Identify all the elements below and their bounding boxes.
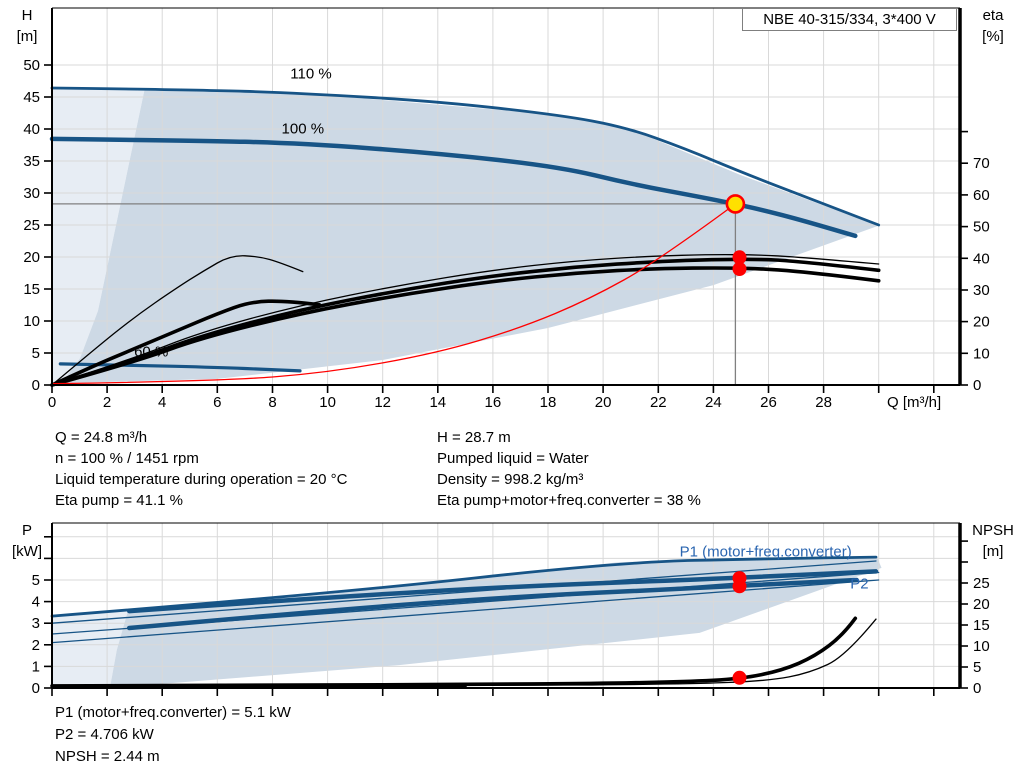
- info-line-p1: P1 (motor+freq.converter) = 5.1 kW: [55, 704, 291, 721]
- y-left-tick-label: 3: [32, 615, 40, 632]
- y-right-axis-title: eta: [983, 7, 1005, 24]
- lower-info: P1 (motor+freq.converter) = 5.1 kW P2 = …: [55, 702, 291, 768]
- info-line-eta-pump: Eta pump = 41.1 %: [55, 492, 183, 509]
- system-curve: [51, 203, 737, 385]
- y-left-tick-label: 5: [32, 572, 40, 589]
- info-line-head: H = 28.7 m: [437, 429, 511, 446]
- y-right-tick-label: 30: [973, 282, 990, 299]
- info-line-npsh: NPSH = 2.44 m: [55, 748, 160, 765]
- y-left-tick-label: 0: [32, 680, 40, 697]
- y-right-tick-label: 0: [973, 680, 981, 697]
- info-line-eta-total: Eta pump+motor+freq.converter = 38 %: [437, 492, 701, 509]
- duty-point-dot: [732, 262, 747, 276]
- x-tick-label: 0: [48, 394, 56, 411]
- upper-info-left: Q = 24.8 m³/h n = 100 % / 1451 rpm Liqui…: [55, 427, 347, 511]
- eta-arc-thin: [51, 255, 304, 386]
- y-right-tick-label: 10: [973, 638, 990, 655]
- upper-info-right: H = 28.7 m Pumped liquid = Water Density…: [437, 427, 701, 511]
- y-right-tick-label: 20: [973, 314, 990, 331]
- x-tick-label: 24: [705, 394, 722, 411]
- info-line-speed: n = 100 % / 1451 rpm: [55, 450, 199, 467]
- y-left-tick-label: 35: [23, 153, 40, 170]
- power-baseline: [50, 684, 467, 689]
- x-tick-label: 14: [429, 394, 446, 411]
- y-left-tick-label: 45: [23, 89, 40, 106]
- x-tick-label: 8: [268, 394, 276, 411]
- x-tick-label: 20: [595, 394, 612, 411]
- duty-point-dot: [732, 579, 747, 594]
- y-left-axis-title: P: [22, 522, 32, 539]
- y-left-tick-label: 10: [23, 313, 40, 330]
- eta-arc-thick: [50, 299, 322, 387]
- pn-chart-group: 0 1 2 3 4 5 0 5 10 15 20 25 P [kW] NPSH [m] P1 (motor+fr…: [12, 522, 1014, 697]
- y-left-tick-label: 50: [23, 57, 40, 74]
- y-right-tick-label: 20: [973, 596, 990, 613]
- curve-annotation: P2: [850, 575, 868, 592]
- curve-annotation: 110 %: [290, 65, 331, 82]
- x-tick-label: 18: [540, 394, 557, 411]
- y-left-tick-label: 1: [32, 658, 40, 675]
- curve-annotation: 60 %: [134, 344, 168, 361]
- x-tick-label: 26: [760, 394, 777, 411]
- y-left-tick-label: 0: [32, 377, 40, 394]
- curve-100pct: [49, 136, 858, 239]
- speed-envelope-light: [52, 88, 145, 385]
- y-right-tick-label: 15: [973, 617, 990, 634]
- y-right-tick-label: 0: [973, 377, 981, 394]
- y-left-tick-label: 20: [23, 249, 40, 266]
- y-right-tick-label: 25: [973, 575, 990, 592]
- x-tick-label: 12: [374, 394, 391, 411]
- pump-model-label: NBE 40-315/334, 3*400 V: [742, 8, 957, 31]
- y-left-axis-unit: [m]: [17, 28, 38, 45]
- y-left-tick-label: 40: [23, 121, 40, 138]
- y-left-tick-label: 2: [32, 637, 40, 654]
- y-right-tick-label: 40: [973, 250, 990, 267]
- y-right-axis-unit: [%]: [982, 28, 1004, 45]
- y-left-tick-label: 30: [23, 185, 40, 202]
- info-line-temperature: Liquid temperature during operation = 20…: [55, 471, 348, 488]
- x-tick-label: 6: [213, 394, 221, 411]
- y-right-tick-label: 5: [973, 659, 981, 676]
- y-right-axis-unit: [m]: [983, 543, 1004, 560]
- x-tick-label: 10: [319, 394, 336, 411]
- speed-envelope-dark: [61, 88, 879, 384]
- info-line-p2: P2 = 4.706 kW: [55, 726, 154, 743]
- info-line-density: Density = 998.2 kg/m³: [437, 471, 584, 488]
- operating-point-marker: [725, 194, 746, 214]
- curve-110pct: [50, 86, 881, 227]
- y-left-tick-label: 15: [23, 281, 40, 298]
- x-tick-label: 28: [815, 394, 832, 411]
- x-tick-label: 4: [158, 394, 166, 411]
- x-tick-label: 2: [103, 394, 111, 411]
- x-tick-label: 16: [485, 394, 502, 411]
- y-right-tick-label: 60: [973, 187, 990, 204]
- eta-curve-total: [50, 266, 881, 387]
- y-left-tick-label: 5: [32, 345, 40, 362]
- y-right-tick-label: 70: [973, 155, 990, 172]
- y-left-axis-unit: [kW]: [12, 543, 42, 560]
- curve-annotation: P1 (motor+freq.converter): [680, 543, 852, 560]
- y-right-tick-label: 10: [973, 345, 990, 362]
- p1-envelope-top: [50, 555, 878, 618]
- y-left-tick-label: 25: [23, 217, 40, 234]
- x-tick-label: 22: [650, 394, 667, 411]
- qh-chart-group: 0 2 4 6 8 10 12 14 16 18 20 22 24 26 28051015202530354…: [17, 7, 1005, 411]
- info-line-liquid: Pumped liquid = Water: [437, 450, 589, 467]
- y-left-tick-label: 4: [32, 594, 40, 611]
- curve-annotation: 100 %: [282, 120, 325, 137]
- info-line-q: Q = 24.8 m³/h: [55, 429, 148, 446]
- y-right-tick-label: 50: [973, 219, 990, 236]
- duty-point-dot: [732, 250, 747, 265]
- y-right-axis-title: NPSH: [972, 522, 1014, 539]
- eta-curve-thin: [51, 254, 880, 386]
- x-axis-title: Q [m³/h]: [887, 394, 941, 411]
- y-left-axis-title: H: [22, 7, 33, 24]
- duty-point-dot: [732, 670, 747, 685]
